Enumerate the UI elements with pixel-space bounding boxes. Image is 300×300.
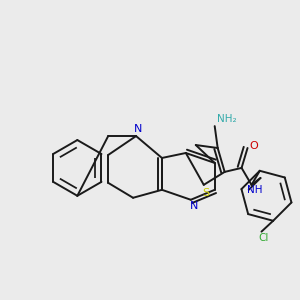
Text: Cl: Cl: [258, 232, 269, 243]
Text: N: N: [134, 124, 142, 134]
Text: S: S: [202, 188, 209, 198]
Text: N: N: [190, 201, 198, 211]
Text: NH₂: NH₂: [217, 114, 236, 124]
Text: O: O: [249, 141, 258, 151]
Text: NH: NH: [247, 185, 262, 195]
